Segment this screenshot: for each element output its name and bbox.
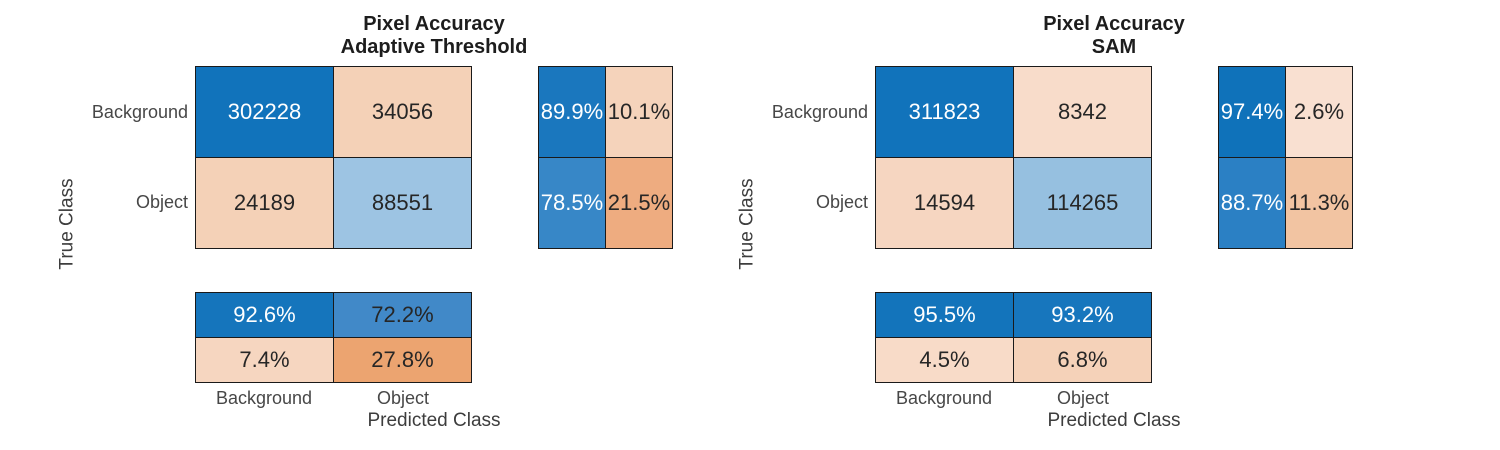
- row-summary-cell: 78.5%: [539, 158, 605, 248]
- chart-title: Pixel Accuracy Adaptive Threshold: [195, 13, 673, 59]
- row-summary-cell: 10.1%: [606, 67, 672, 157]
- chart-title-line1: Pixel Accuracy: [363, 13, 505, 35]
- col-tick-background: Background: [895, 388, 993, 408]
- row-summary-cell: 89.9%: [539, 67, 605, 157]
- col-summary-matrix: 92.6% 72.2% 7.4% 27.8%: [195, 292, 472, 383]
- row-summary-cell: 11.3%: [1286, 158, 1352, 248]
- main-cell: 311823: [876, 67, 1013, 157]
- chart-title: Pixel Accuracy SAM: [875, 13, 1353, 59]
- row-summary-matrix: 89.9% 10.1% 78.5% 21.5%: [538, 66, 673, 249]
- col-tick-background: Background: [215, 388, 313, 408]
- col-summary-cell: 72.2%: [334, 293, 471, 337]
- row-summary-cell: 2.6%: [1286, 67, 1352, 157]
- row-summary-cell: 88.7%: [1219, 158, 1285, 248]
- chart-title-line1: Pixel Accuracy: [1043, 13, 1185, 35]
- row-tick-background: Background: [91, 102, 188, 122]
- col-summary-matrix: 95.5% 93.2% 4.5% 6.8%: [875, 292, 1152, 383]
- row-summary-cell: 97.4%: [1219, 67, 1285, 157]
- col-summary-cell: 93.2%: [1014, 293, 1151, 337]
- row-summary-matrix: 97.4% 2.6% 88.7% 11.3%: [1218, 66, 1353, 249]
- col-summary-cell: 7.4%: [196, 338, 333, 382]
- main-cell: 114265: [1014, 158, 1151, 248]
- row-tick-object: Object: [815, 192, 868, 212]
- col-summary-cell: 6.8%: [1014, 338, 1151, 382]
- col-summary-cell: 95.5%: [876, 293, 1013, 337]
- row-tick-object: Object: [135, 192, 188, 212]
- x-axis-label: Predicted Class: [367, 410, 501, 431]
- chart-title-line2: SAM: [1091, 36, 1137, 58]
- row-tick-background: Background: [771, 102, 868, 122]
- main-matrix: 302228 34056 24189 88551: [195, 66, 472, 249]
- x-axis-label: Predicted Class: [1047, 410, 1181, 431]
- row-summary-cell: 21.5%: [606, 158, 672, 248]
- col-tick-object: Object: [376, 388, 430, 408]
- col-summary-cell: 92.6%: [196, 293, 333, 337]
- main-cell: 8342: [1014, 67, 1151, 157]
- main-cell: 302228: [196, 67, 333, 157]
- col-summary-cell: 4.5%: [876, 338, 1013, 382]
- main-cell: 34056: [334, 67, 471, 157]
- chart-title-line2: Adaptive Threshold: [340, 36, 528, 58]
- main-cell: 24189: [196, 158, 333, 248]
- main-cell: 14594: [876, 158, 1013, 248]
- col-summary-cell: 27.8%: [334, 338, 471, 382]
- col-tick-object: Object: [1056, 388, 1110, 408]
- main-matrix: 311823 8342 14594 114265: [875, 66, 1152, 249]
- main-cell: 88551: [334, 158, 471, 248]
